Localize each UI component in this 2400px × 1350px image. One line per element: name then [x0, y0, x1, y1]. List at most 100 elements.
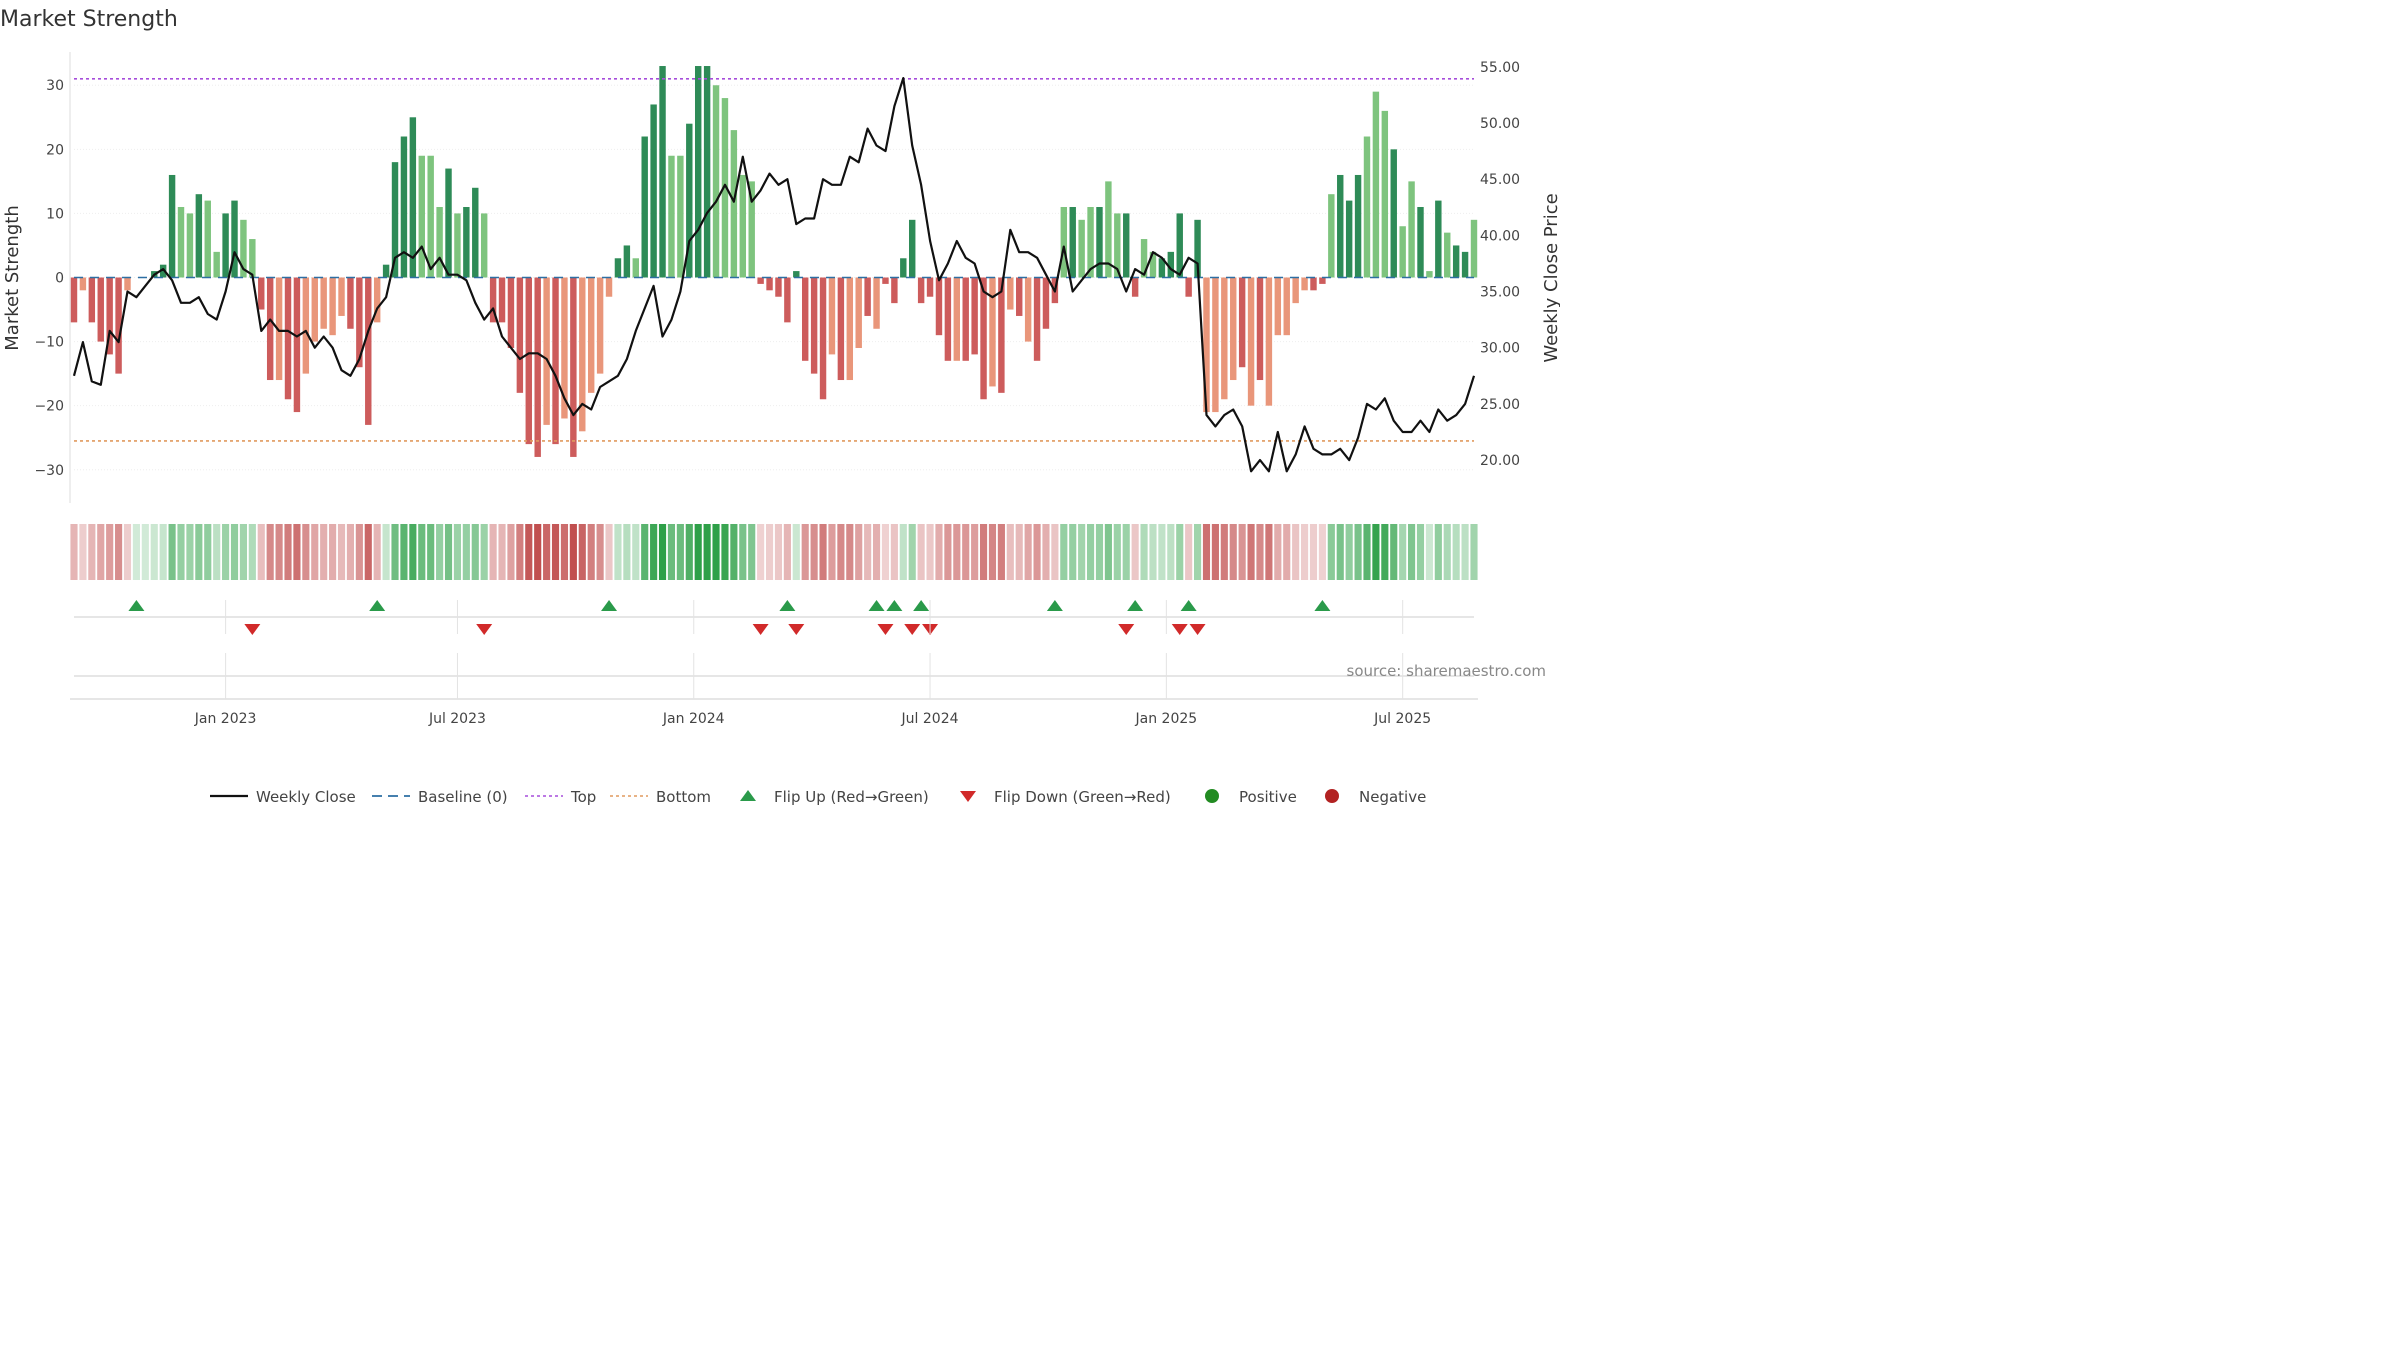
heat-cell	[1381, 524, 1389, 580]
strength-bar	[570, 277, 577, 457]
heat-cell	[106, 524, 114, 580]
weekly-close-line	[72, 76, 1476, 473]
left-tick-label: −10	[34, 335, 64, 351]
x-tick-label: Jul 2023	[428, 711, 486, 727]
strength-bar	[802, 277, 809, 361]
strength-bar	[347, 277, 354, 329]
strength-bar	[971, 277, 978, 355]
heat-cell	[498, 524, 506, 580]
heat-cell	[1399, 524, 1407, 580]
heat-cell	[650, 524, 658, 580]
heat-cell	[462, 524, 470, 580]
heat-cell	[471, 524, 479, 580]
heat-cell	[1176, 524, 1184, 580]
heat-cell	[899, 524, 907, 580]
heat-cell	[1372, 524, 1380, 580]
heat-cell	[1229, 524, 1237, 580]
heat-cell	[1274, 524, 1282, 580]
strength-bar	[311, 277, 318, 342]
strength-bar	[1114, 213, 1121, 278]
heat-cell	[1033, 524, 1041, 580]
strength-bar	[1203, 277, 1210, 413]
strength-bar	[320, 277, 327, 329]
heat-cell	[284, 524, 292, 580]
heat-cell	[1006, 524, 1014, 580]
right-tick-label: 55.00	[1480, 60, 1520, 76]
legend-swatch	[740, 790, 756, 801]
heat-cell	[266, 524, 274, 580]
strength-bar	[1042, 277, 1050, 329]
heat-cell	[685, 524, 693, 580]
strength-bar	[712, 85, 720, 278]
heat-cell	[658, 524, 667, 580]
strength-bar	[534, 277, 541, 457]
heat-cell	[1318, 524, 1326, 580]
heat-cell	[293, 524, 301, 580]
heat-cell	[195, 524, 203, 580]
gridlines	[74, 84, 1474, 471]
right-tick-label: 40.00	[1480, 228, 1520, 244]
strength-bar	[329, 277, 336, 336]
heat-cell	[1095, 524, 1104, 580]
heat-cell	[1149, 524, 1157, 580]
heat-cell	[801, 524, 809, 580]
strength-bar	[302, 277, 310, 374]
heat-cell	[890, 524, 898, 580]
heat-cell	[578, 524, 586, 580]
heat-cell	[757, 524, 765, 580]
flip-up-marker	[1046, 600, 1063, 611]
strength-bar	[891, 277, 898, 304]
strength-bar	[70, 277, 78, 323]
x-tick-label: Jul 2025	[1373, 711, 1431, 727]
heat-cell	[525, 524, 533, 580]
strength-bar	[1087, 207, 1094, 278]
right-tick-label: 20.00	[1480, 453, 1520, 469]
strength-bar	[1328, 194, 1335, 278]
heat-cell	[1220, 524, 1228, 580]
strength-bar	[1185, 277, 1192, 297]
strength-bar	[106, 277, 113, 355]
flip-down-marker	[476, 624, 493, 635]
heat-cell	[1443, 524, 1451, 580]
heat-cell	[694, 524, 702, 580]
heat-cell	[1434, 524, 1442, 580]
strength-bar	[953, 277, 961, 361]
strength-bar	[266, 277, 274, 381]
heat-cell	[70, 524, 78, 580]
heat-cell	[409, 524, 417, 580]
strength-bar	[418, 155, 425, 278]
heat-cell	[783, 524, 791, 580]
flip-up-marker	[1180, 600, 1197, 611]
strength-bar	[793, 271, 800, 278]
strength-bar	[587, 277, 595, 393]
strength-bar	[1345, 200, 1353, 278]
heat-cell	[730, 524, 738, 580]
flip-down-marker	[244, 624, 261, 635]
strength-bar	[1444, 232, 1451, 278]
heat-cell	[748, 524, 756, 580]
flip-down-marker	[1171, 624, 1188, 635]
strength-bar	[775, 277, 782, 297]
heat-cell	[1425, 524, 1433, 580]
heat-cell	[373, 524, 381, 580]
heat-cell	[534, 524, 542, 580]
strength-bar	[445, 168, 452, 278]
heat-cell	[275, 524, 283, 580]
heat-cell	[810, 524, 818, 580]
strength-bar	[944, 277, 952, 361]
heat-cell	[1015, 524, 1023, 580]
strength-bar	[463, 207, 470, 278]
heat-cell	[908, 524, 916, 580]
strength-bar	[1060, 207, 1068, 278]
heat-cell	[168, 524, 176, 580]
flip-down-marker	[904, 624, 921, 635]
strength-bar	[231, 200, 238, 278]
heat-cell	[364, 524, 372, 580]
heat-cell	[150, 524, 158, 580]
strength-bar	[1301, 277, 1308, 291]
strength-bar	[1221, 277, 1228, 400]
strength-bar	[1024, 277, 1032, 342]
right-tick-label: 30.00	[1480, 341, 1520, 357]
heat-cell	[123, 524, 132, 580]
legend-swatch	[960, 791, 976, 802]
